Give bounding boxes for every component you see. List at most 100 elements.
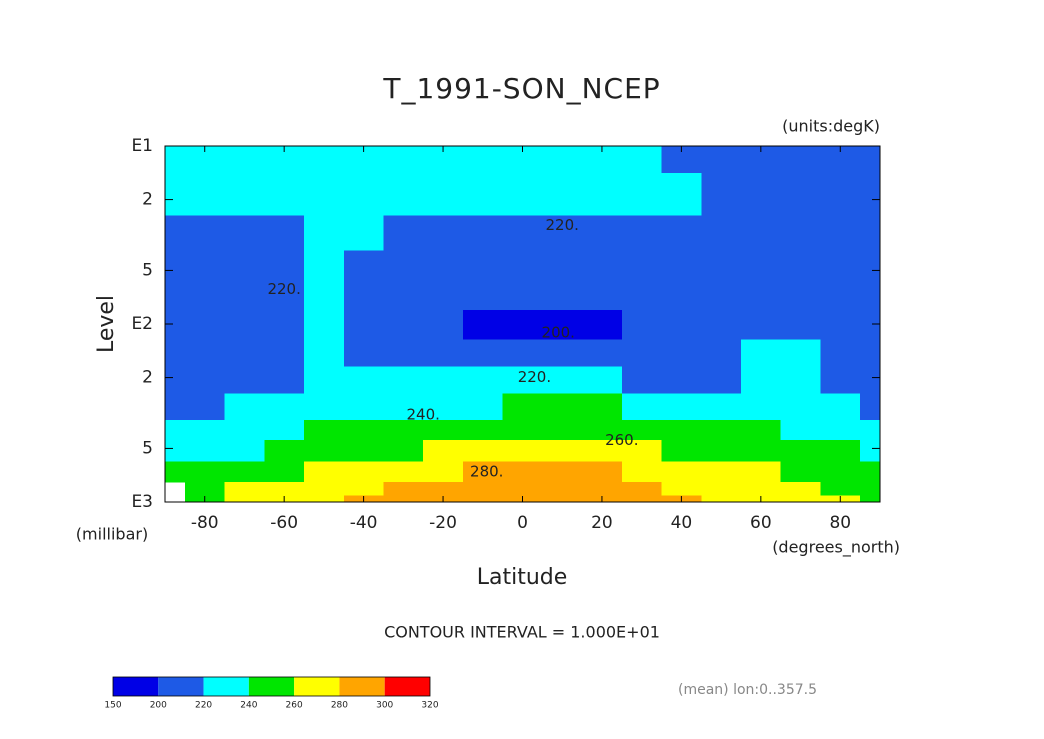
contour-cell [224, 339, 265, 368]
contour-cell [423, 250, 464, 285]
contour-cell [780, 481, 822, 497]
x-axis-units: (degrees_north) [772, 538, 900, 558]
contour-cell [184, 439, 226, 463]
contour-cell [502, 172, 543, 216]
footnote: (mean) lon:0..357.5 [678, 682, 817, 698]
contour-cell [304, 250, 345, 285]
contour-cell [165, 393, 186, 421]
contour-cell [860, 215, 881, 252]
contour-cell [621, 310, 663, 341]
contour-cell [621, 439, 663, 463]
y-axis-title: Level [94, 295, 119, 353]
contour-cell [860, 172, 881, 216]
contour-cell [621, 420, 663, 441]
contour-cell [304, 481, 345, 497]
contour-cell [740, 366, 782, 394]
contour-cell [740, 283, 782, 311]
contour-cell [423, 393, 464, 421]
contour-cell [701, 283, 742, 311]
contour-cell [264, 283, 305, 311]
contour-cell [165, 215, 186, 252]
contour-cell [264, 172, 305, 216]
contour-cell [343, 366, 385, 394]
contour-cell [304, 461, 345, 483]
contour-cell [165, 420, 186, 441]
contour-cell [462, 339, 504, 368]
contour-cell [661, 215, 702, 252]
contour-cell [820, 339, 861, 368]
contour-cell [740, 339, 782, 368]
contour-cell [860, 283, 881, 311]
y-tick-label: E3 [131, 492, 153, 512]
contour-cell [462, 439, 504, 463]
contour-cell [502, 366, 543, 394]
contour-cell [343, 283, 385, 311]
contour-cell [740, 461, 782, 483]
contour-cell [184, 393, 226, 421]
y-tick-label: E2 [131, 314, 153, 334]
contour-cell [423, 215, 464, 252]
x-tick-label: -60 [270, 513, 298, 533]
contour-cell [621, 481, 663, 497]
colorbar-label: 200 [150, 701, 167, 711]
contour-cell [621, 215, 663, 252]
contour-cell [701, 366, 742, 394]
contour-cell [423, 366, 464, 394]
contour-cell [661, 366, 702, 394]
contour-cell [264, 310, 305, 341]
contour-cell [582, 250, 623, 285]
contour-cell [542, 481, 583, 497]
contour-cell [542, 310, 583, 341]
contour-cell [740, 250, 782, 285]
contour-cell [224, 310, 265, 341]
contour-cell [582, 420, 623, 441]
contour-cell [304, 172, 345, 216]
contour-cell [423, 172, 464, 216]
colorbar-box [113, 677, 159, 696]
contour-cell [860, 393, 881, 421]
contour-cell [740, 393, 782, 421]
contour-label: 220. [518, 368, 551, 386]
contour-cell [621, 339, 663, 368]
contour-cell [661, 420, 702, 441]
colorbar-label: 280 [331, 701, 348, 711]
contour-cell [383, 339, 424, 368]
contour-cell [582, 393, 623, 421]
contour-cell [165, 461, 186, 483]
y-tick-label: 5 [142, 438, 153, 458]
contour-cell [165, 283, 186, 311]
contour-cell [860, 339, 881, 368]
contour-cell [860, 366, 881, 394]
contour-cell [740, 172, 782, 216]
contour-cell [740, 420, 782, 441]
contour-cell [383, 481, 424, 497]
contour-cell [264, 250, 305, 285]
contour-cell [383, 439, 424, 463]
contour-cell [224, 393, 265, 421]
contour-cell [820, 420, 861, 441]
contour-cell [502, 310, 543, 341]
contour-cell [820, 439, 861, 463]
contour-cell [383, 420, 424, 441]
contour-cell [423, 310, 464, 341]
contour-cell [780, 420, 822, 441]
contour-cell [343, 393, 385, 421]
contour-cell [462, 310, 504, 341]
contour-cell [740, 215, 782, 252]
chart-title: T_1991-SON_NCEP [382, 72, 660, 105]
colorbar-label: 260 [286, 701, 303, 711]
contour-cell [582, 283, 623, 311]
contour-cell [661, 310, 702, 341]
contour-cell [423, 439, 464, 463]
colorbar-box [384, 677, 430, 696]
contour-cell [462, 146, 504, 174]
contour-cell [184, 420, 226, 441]
contour-cell [502, 420, 543, 441]
contour-cell [820, 283, 861, 311]
contour-cell [264, 393, 305, 421]
colorbar-box [294, 677, 340, 696]
contour-cell [383, 215, 424, 252]
contour-cell [780, 366, 822, 394]
x-tick-label: 60 [750, 513, 772, 533]
contour-cell [542, 439, 583, 463]
